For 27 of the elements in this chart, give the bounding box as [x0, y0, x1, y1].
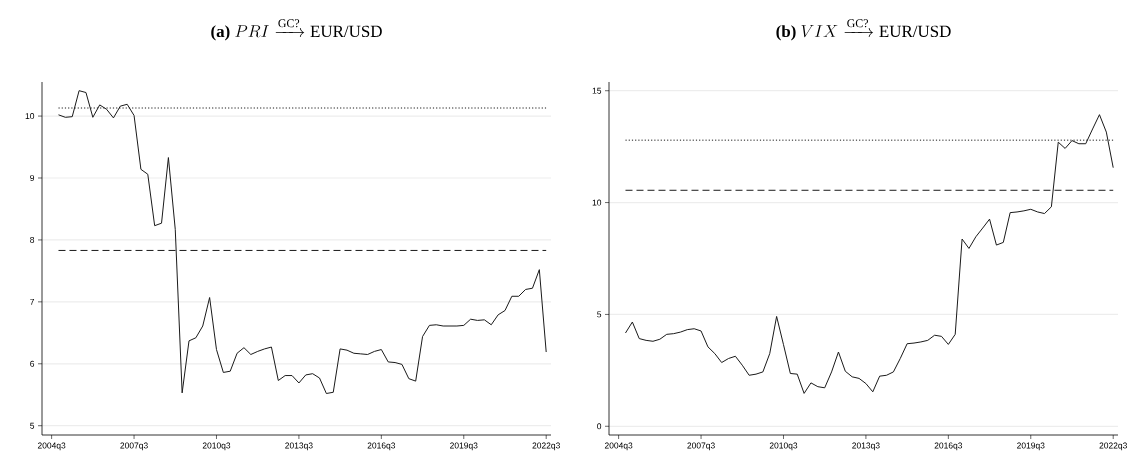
x-tick-label: 2019q3	[1017, 442, 1045, 451]
y-tick-label: 15	[592, 87, 602, 94]
x-tick-label: 2010q3	[769, 442, 798, 451]
y-tick-label: 7	[30, 298, 35, 305]
y-tick-label: 0	[597, 423, 602, 430]
x-tick-label: 2013q3	[285, 442, 313, 451]
x-tick-label: 2016q3	[367, 442, 396, 451]
x-tick-label: 2013q3	[852, 442, 880, 451]
y-tick-label: 5	[30, 422, 35, 429]
chart-title: $\textbf{(b)}\ VIX\xrightarrow{\text{GC?}}\text{EUR/USD}$	[776, 19, 951, 41]
y-tick-label: 6	[30, 360, 35, 367]
y-tick-label: 5	[597, 311, 602, 318]
x-tick-label: 2004q3	[604, 442, 633, 451]
x-tick-label: 2016q3	[934, 442, 963, 451]
y-tick-label: 10	[25, 113, 35, 120]
y-tick-label: 8	[30, 236, 35, 243]
x-tick-label: 2004q3	[37, 442, 66, 451]
chart-title: $\textbf{(a)}\ PRI\xrightarrow{\text{GC?}}\text{EUR/USD}$	[211, 19, 382, 41]
y-tick-label: 9	[30, 175, 35, 181]
y-tick-label: 10	[592, 199, 602, 206]
line-series	[624, 114, 1114, 394]
x-tick-label: 2022q3	[1099, 442, 1127, 451]
x-tick-label: 2022q3	[532, 442, 560, 451]
x-tick-label: 2007q3	[120, 442, 148, 451]
x-tick-label: 2007q3	[687, 442, 715, 451]
x-tick-label: 2019q3	[450, 442, 478, 451]
x-tick-label: 2010q3	[202, 442, 231, 451]
